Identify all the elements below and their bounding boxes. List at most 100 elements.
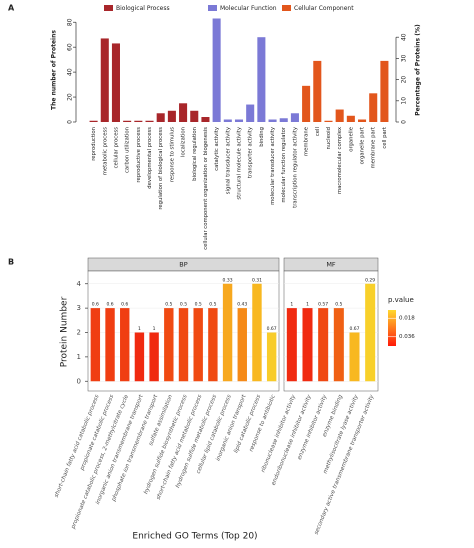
bar xyxy=(178,308,189,382)
x-tick-label: reproduction xyxy=(91,127,97,161)
x-tick-label: catalytic activity xyxy=(214,127,220,171)
bar xyxy=(268,119,277,122)
legend-label: Molecular Function xyxy=(220,5,277,12)
bar xyxy=(222,283,233,382)
bar xyxy=(234,119,244,122)
panel-label: A xyxy=(8,4,15,13)
legend-swatch xyxy=(282,5,291,11)
bar-label: 1 xyxy=(290,302,293,308)
bar xyxy=(266,332,277,382)
bar xyxy=(246,104,255,122)
x-tick-label: enzyme inhibitor activity xyxy=(297,393,329,460)
bar-label: 0.57 xyxy=(318,302,328,308)
x-tick-label: response to stimulus xyxy=(169,127,175,182)
x-tick-label: membrane xyxy=(304,127,310,156)
bar xyxy=(164,308,174,382)
x-tick-label: macromolecular complex xyxy=(337,127,343,194)
bar-label: 0.6 xyxy=(92,302,99,308)
bar xyxy=(193,308,203,382)
bar xyxy=(349,332,360,382)
x-tick-label: transcription regulator activity xyxy=(292,127,298,208)
bar xyxy=(318,308,329,382)
x-tick-label: nucleoid xyxy=(326,127,332,149)
y-tick-label: 4 xyxy=(77,280,82,288)
colorbar xyxy=(388,310,396,346)
bar-label: 1 xyxy=(153,326,156,332)
bar xyxy=(156,113,165,122)
x-tick-label: regulation of biological process xyxy=(158,127,164,210)
bar-label: 0.33 xyxy=(223,277,233,283)
y-tick-label: 1 xyxy=(77,353,81,361)
bar xyxy=(237,308,247,382)
y-tick-label: 0 xyxy=(67,120,74,124)
bar xyxy=(100,38,109,122)
x-tick-label: cell xyxy=(315,127,321,136)
bar-label: 0.29 xyxy=(365,277,375,283)
x-tick-label: biological regulation xyxy=(192,127,198,181)
bar xyxy=(134,120,143,122)
legend-label: Biological Process xyxy=(116,5,170,12)
colorbar-label: 0.018 xyxy=(399,316,415,322)
bar-label: 0.6 xyxy=(121,302,128,308)
bar xyxy=(212,18,221,122)
x-tick-label: molecular transducer activity xyxy=(270,127,276,205)
bar xyxy=(335,109,344,122)
bar xyxy=(105,308,115,382)
bar-label: 1 xyxy=(138,326,141,332)
x-tick-label: propionate catabolic process, 2-methylci… xyxy=(70,394,130,531)
bar xyxy=(358,119,367,122)
bar xyxy=(290,113,299,122)
bar xyxy=(279,118,288,122)
x-tick-label: carbon utilization xyxy=(125,127,131,173)
x-tick-label: membrane part xyxy=(371,127,377,169)
bar-label: 0.5 xyxy=(195,302,202,308)
bar xyxy=(145,120,154,122)
bar xyxy=(302,85,311,122)
y-tick-label: 80 xyxy=(67,18,74,26)
x-tick-label: secondary active transmembrane transport… xyxy=(314,393,376,535)
bar xyxy=(324,120,333,122)
x-tick-label: signal transducer activity xyxy=(225,127,231,194)
x-tick-label: molecular function regulator xyxy=(281,126,287,202)
bar-label: 0.67 xyxy=(349,326,359,332)
bar xyxy=(369,93,378,122)
bar-label: 0.5 xyxy=(335,302,342,308)
bar xyxy=(179,103,188,122)
bar-label: 0.6 xyxy=(106,302,113,308)
panel xyxy=(283,270,379,392)
bar xyxy=(190,110,199,122)
y-tick-label: 60 xyxy=(67,43,74,51)
bar xyxy=(201,117,210,122)
bar-label: 0.5 xyxy=(180,302,187,308)
y2-tick-label: 0 xyxy=(401,120,408,124)
x-tick-label: reproductive process xyxy=(136,127,142,183)
bar xyxy=(149,332,159,382)
x-tick-label: cellular process xyxy=(113,127,119,169)
bar-label: 0.5 xyxy=(209,302,216,308)
x-tick-label: cellular component organization or bioge… xyxy=(203,127,209,250)
x-axis-title: Enriched GO Terms (Top 20) xyxy=(132,532,257,542)
bar xyxy=(167,110,176,122)
y-tick-label: 40 xyxy=(67,68,74,76)
y2-tick-label: 10 xyxy=(401,97,408,105)
bar xyxy=(120,308,130,382)
legend-swatch xyxy=(104,5,113,11)
bar xyxy=(302,308,313,382)
y2-tick-label: 30 xyxy=(401,54,408,62)
y-tick-label: 0 xyxy=(77,377,81,385)
y2-axis-title: Percentage of Proteins (%) xyxy=(415,24,422,116)
bar xyxy=(89,120,98,122)
y-tick-label: 20 xyxy=(67,93,74,101)
bar xyxy=(380,60,389,122)
legend-swatch xyxy=(208,5,217,11)
bar xyxy=(346,115,355,122)
y-axis-title: The number of Proteins xyxy=(51,30,58,110)
bar-label: 1 xyxy=(306,302,309,308)
bar-label: 0.5 xyxy=(165,302,172,308)
bar xyxy=(252,283,262,382)
bar xyxy=(134,332,145,382)
facet-label: MF xyxy=(326,261,336,269)
x-tick-label: structural molecule activity xyxy=(237,127,243,200)
x-tick-label: cell part xyxy=(382,127,388,149)
